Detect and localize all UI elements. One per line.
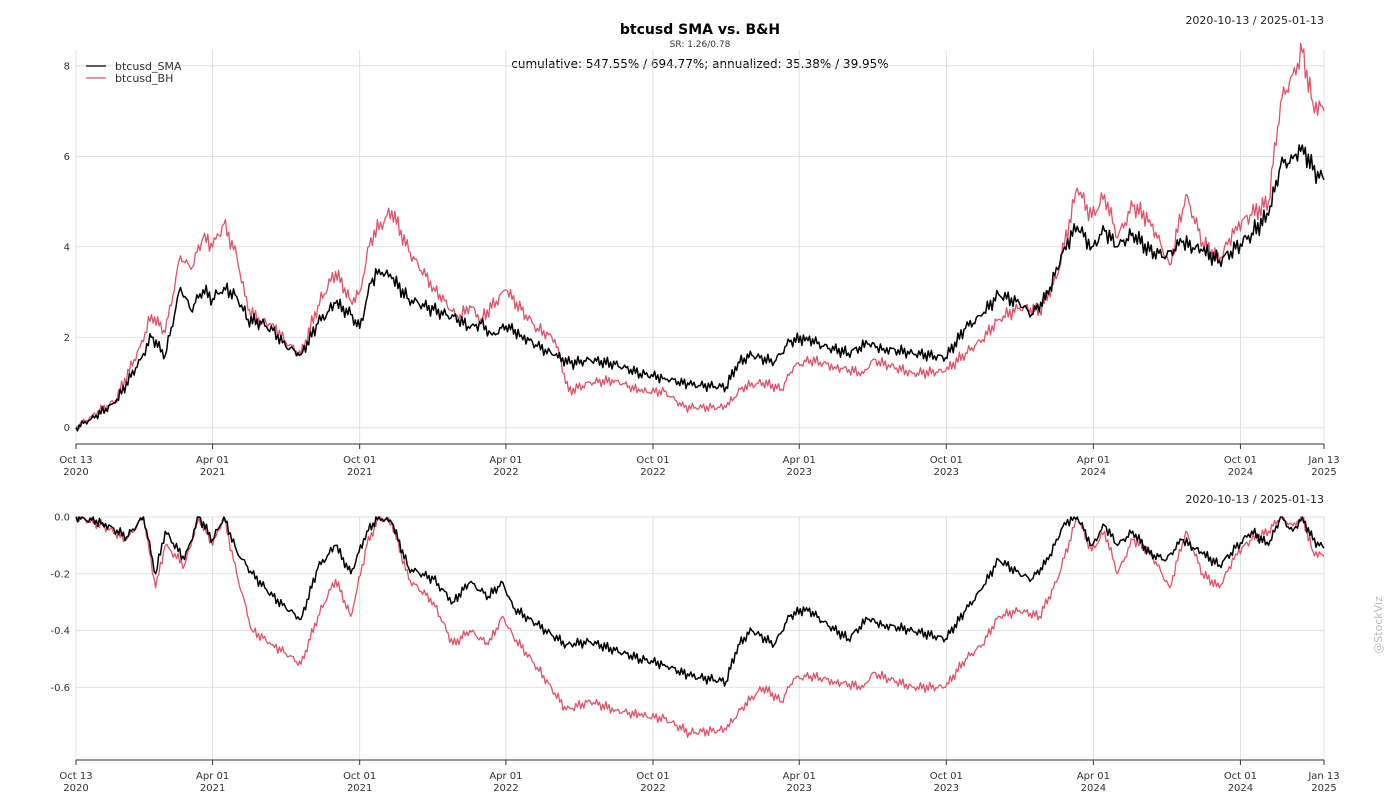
x-tick-year: 2021 xyxy=(347,783,372,794)
y-tick-label: -0.6 xyxy=(50,683,70,694)
y-tick-label: 4 xyxy=(64,242,70,253)
x-tick-label: Apr 01 xyxy=(489,771,522,782)
x-tick-label: Apr 01 xyxy=(1077,771,1110,782)
x-tick-label: Apr 01 xyxy=(196,455,229,466)
stats-annotation: cumulative: 547.55% / 694.77%; annualize… xyxy=(511,57,888,71)
x-tick-year: 2025 xyxy=(1311,783,1336,794)
x-tick-label: Oct 01 xyxy=(930,771,963,782)
x-tick-year: 2024 xyxy=(1081,783,1106,794)
x-tick-label: Apr 01 xyxy=(489,455,522,466)
date-range-bottom: 2020-10-13 / 2025-01-13 xyxy=(1185,493,1324,506)
x-tick-label: Apr 01 xyxy=(196,771,229,782)
y-tick-label: 8 xyxy=(64,61,70,72)
y-tick-label: 2 xyxy=(64,333,70,344)
x-tick-label: Oct 01 xyxy=(636,771,669,782)
x-tick-year: 2023 xyxy=(787,783,812,794)
x-tick-year: 2020 xyxy=(63,467,88,478)
y-tick-label: 6 xyxy=(64,152,70,163)
y-tick-label: 0 xyxy=(64,423,70,434)
x-tick-label: Oct 01 xyxy=(1224,771,1257,782)
x-tick-label: Apr 01 xyxy=(783,771,816,782)
x-tick-year: 2023 xyxy=(934,783,959,794)
x-tick-label: Oct 13 xyxy=(59,455,92,466)
x-tick-label: Apr 01 xyxy=(783,455,816,466)
watermark: @StockViz xyxy=(1372,596,1385,654)
y-tick-label: -0.4 xyxy=(50,626,70,637)
chart-title: btcusd SMA vs. B&H xyxy=(620,22,780,38)
y-tick-label: -0.2 xyxy=(50,569,70,580)
x-tick-year: 2021 xyxy=(200,467,225,478)
x-tick-label: Oct 13 xyxy=(59,771,92,782)
x-tick-year: 2022 xyxy=(493,783,518,794)
x-tick-year: 2020 xyxy=(63,783,88,794)
x-tick-label: Jan 13 xyxy=(1307,455,1339,466)
legend: btcusd_SMA btcusd_BH xyxy=(86,60,182,85)
x-tick-year: 2024 xyxy=(1081,467,1106,478)
x-tick-year: 2022 xyxy=(493,467,518,478)
x-tick-year: 2025 xyxy=(1311,467,1336,478)
x-tick-label: Oct 01 xyxy=(343,771,376,782)
x-tick-year: 2024 xyxy=(1228,783,1253,794)
x-tick-year: 2022 xyxy=(640,467,665,478)
series-line-btcusd_BH xyxy=(75,516,1325,738)
series-line-btcusd_BH xyxy=(75,42,1325,430)
date-range-top: 2020-10-13 / 2025-01-13 xyxy=(1185,14,1324,27)
legend-sma-label: btcusd_SMA xyxy=(115,60,182,73)
x-tick-label: Jan 13 xyxy=(1307,771,1339,782)
series-line-btcusd_SMA xyxy=(75,144,1325,432)
x-tick-year: 2023 xyxy=(787,467,812,478)
chart-subtitle: SR: 1.26/0.78 xyxy=(670,40,731,50)
x-tick-label: Oct 01 xyxy=(930,455,963,466)
x-tick-year: 2024 xyxy=(1228,467,1253,478)
y-tick-label: 0.0 xyxy=(54,513,70,524)
x-tick-label: Oct 01 xyxy=(343,455,376,466)
x-tick-year: 2023 xyxy=(934,467,959,478)
x-tick-year: 2021 xyxy=(200,783,225,794)
series-line-btcusd_SMA xyxy=(75,516,1325,687)
x-tick-label: Oct 01 xyxy=(636,455,669,466)
x-tick-label: Oct 01 xyxy=(1224,455,1257,466)
legend-bh-label: btcusd_BH xyxy=(115,72,173,85)
x-tick-label: Apr 01 xyxy=(1077,455,1110,466)
x-tick-year: 2021 xyxy=(347,467,372,478)
x-tick-year: 2022 xyxy=(640,783,665,794)
